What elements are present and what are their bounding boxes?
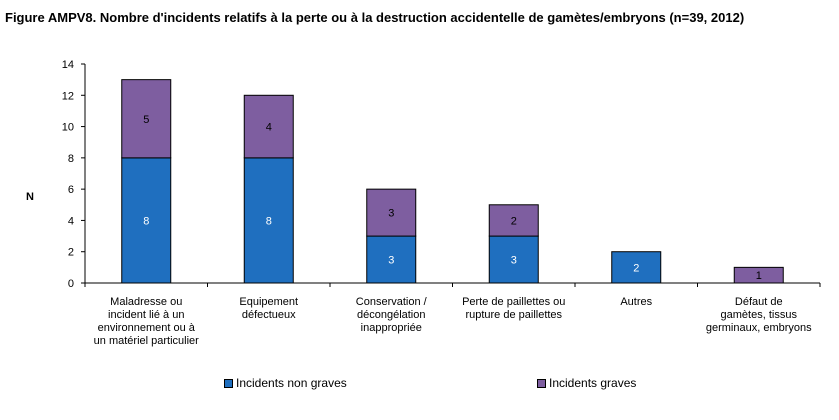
x-category-label: Autres	[620, 296, 652, 308]
x-category-label: un matériel particulier	[94, 335, 199, 347]
bar-segment-non-graves	[366, 235, 417, 284]
bar-segment-non-graves	[488, 235, 539, 284]
y-axis-label: N	[26, 191, 34, 203]
x-category-label: incident lié à un	[108, 309, 184, 321]
legend-label-incidents-non-graves: Incidents non graves	[236, 376, 347, 390]
legend-label-incidents-graves: Incidents graves	[549, 376, 637, 390]
legend-item-incidents-non-graves: Incidents non graves	[224, 376, 347, 390]
x-category-label: défectueux	[242, 309, 296, 321]
x-category-label: décongélation	[357, 309, 426, 321]
x-category-label: gamètes, tissus	[721, 309, 798, 321]
x-category-label: Défaut de	[735, 296, 783, 308]
y-tick-label: 0	[68, 278, 74, 290]
bar-segment-graves	[121, 79, 172, 159]
y-tick-label: 2	[68, 247, 74, 259]
legend-swatch-incidents-graves	[537, 378, 546, 388]
data-label: 8	[266, 215, 272, 227]
legend-item-incidents-graves: Incidents graves	[537, 376, 636, 390]
chart-title: Figure AMPV8. Nombre d'incidents relatif…	[5, 10, 745, 25]
data-label: 3	[388, 208, 394, 220]
x-category-label: Perte de paillettes ou	[462, 296, 565, 308]
data-label: 5	[143, 114, 149, 126]
data-label: 2	[511, 215, 517, 227]
x-category-label: Maladresse ou	[110, 296, 182, 308]
bar-segment-non-graves	[243, 157, 294, 284]
bar-segment-graves	[488, 204, 539, 237]
x-category-label: Equipement	[239, 296, 298, 308]
x-category-label: inappropriée	[361, 322, 422, 334]
data-label: 3	[511, 255, 517, 267]
data-label: 8	[143, 215, 149, 227]
y-tick-label: 8	[68, 153, 74, 165]
y-tick-label: 10	[62, 122, 74, 134]
bar-segment-graves	[243, 94, 294, 159]
bar-segment-graves	[733, 266, 784, 284]
bar-segment-graves	[366, 188, 417, 237]
y-tick-label: 14	[62, 59, 74, 71]
data-label: 3	[388, 255, 394, 267]
legend-swatch-incidents-non-graves	[224, 378, 233, 388]
y-tick-label: 6	[68, 184, 74, 196]
data-label: 2	[633, 262, 639, 274]
x-category-label: Conservation /	[356, 296, 428, 308]
y-tick-label: 12	[62, 90, 74, 102]
x-category-label: germinaux, embryons	[706, 322, 812, 334]
data-label: 1	[756, 270, 762, 282]
bar-segment-non-graves	[121, 157, 172, 284]
x-category-label: rupture de paillettes	[465, 309, 562, 321]
bar-segment-non-graves	[611, 251, 662, 284]
x-category-label: environnement ou à	[98, 322, 196, 334]
y-tick-label: 4	[68, 215, 74, 227]
data-label: 4	[266, 122, 272, 134]
